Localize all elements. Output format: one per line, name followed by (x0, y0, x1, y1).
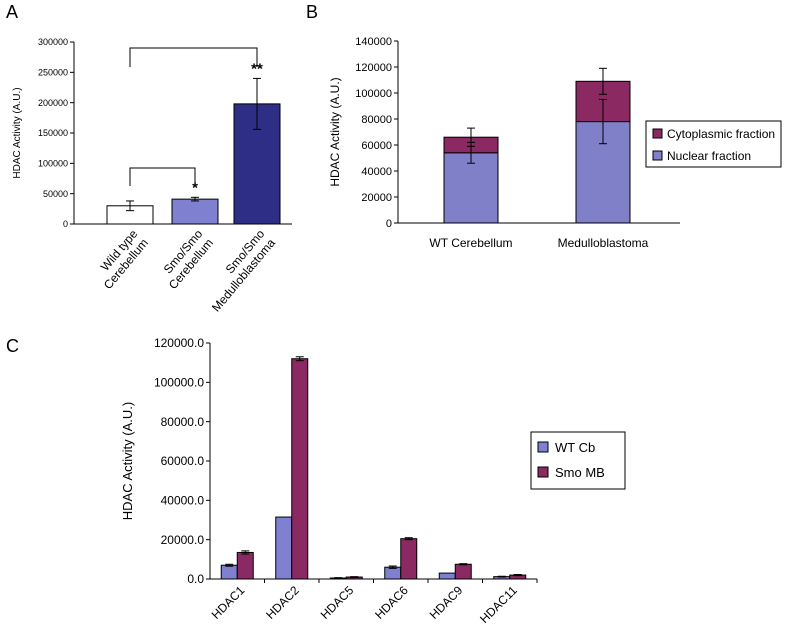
chart-b-legend-swatch (652, 150, 663, 161)
chart-c-bar-smo-mb (400, 538, 418, 580)
chart-c-x-tick-label: HDAC2 (263, 583, 302, 622)
chart-c-bar-smo-mb (291, 358, 309, 580)
chart-b-y-tick-label: 100000 (355, 88, 392, 100)
chart-c-y-tick-label: 40000.0 (161, 494, 205, 508)
chart-a-bracket-wt-vs-mb (129, 47, 258, 67)
chart-b-bar-nuclear (443, 152, 499, 224)
chart-c: 0.0 20000.0 40000.0 60000.0 80000.0 100000.0 1… (120, 336, 626, 626)
chart-c-y-tick-label: 20000.0 (161, 533, 205, 547)
chart-c-bar-wt-cb (384, 566, 402, 580)
chart-a-x-tick-label: Smo/SmoCerebellum (155, 227, 216, 292)
chart-b-legend-label: Nuclear fraction (667, 149, 751, 163)
chart-b: 0 20000 40000 60000 80000 100000 120000 140000 H… (328, 36, 782, 250)
chart-c-bar-wt-cb (220, 564, 238, 580)
chart-c-y-tick-label: 60000.0 (161, 454, 205, 468)
chart-c-y-axis-label: HDAC Activity (A.U.) (120, 402, 135, 520)
chart-b-x-tick-label: WT Cerebellum (429, 236, 512, 250)
chart-b-y-tick-label: 20000 (361, 192, 392, 204)
chart-b-y-tick-label: 120000 (355, 62, 392, 74)
chart-b-y-axis-label: HDAC Activity (A.U.) (328, 77, 342, 186)
chart-b-y-tick-label: 0 (386, 218, 392, 230)
chart-c-x-tick-label: HDAC5 (318, 583, 357, 622)
chart-a-y-tick-label: 50000 (43, 189, 68, 199)
chart-a-bar (171, 198, 219, 225)
chart-c-legend-swatch (537, 441, 549, 453)
chart-a-y-tick-label: 200000 (38, 98, 68, 108)
chart-a: 0 50000 100000 150000 200000 250000 300000 HDAC… (12, 37, 292, 314)
chart-c-legend-label: WT Cb (555, 440, 595, 455)
panel-label-a: A (6, 2, 18, 22)
chart-b-y-tick-label: 40000 (361, 166, 392, 178)
chart-a-y-tick-label: 150000 (38, 128, 68, 138)
chart-c-x-tick-label: HDAC6 (372, 583, 411, 622)
chart-c-bar-smo-mb (454, 563, 472, 580)
chart-a-y-tick-label: 100000 (38, 158, 68, 168)
chart-c-bar-wt-cb (275, 516, 293, 580)
chart-c-legend-label: Smo MB (555, 465, 605, 480)
chart-c-legend-swatch (537, 466, 549, 478)
chart-a-bracket-wt-vs-cb (129, 167, 196, 186)
chart-c-y-tick-label: 80000.0 (161, 415, 205, 429)
chart-c-bar-smo-mb (236, 551, 254, 580)
chart-c-x-tick-label: HDAC9 (427, 583, 466, 622)
chart-c-y-tick-label: 120000.0 (154, 336, 204, 350)
chart-c-y-tick-label: 0.0 (187, 572, 204, 586)
chart-b-y-tick-label: 80000 (361, 114, 392, 126)
chart-a-y-axis-label: HDAC Activity (A.U.) (12, 87, 23, 178)
chart-a-significance-mark: ** (251, 60, 263, 77)
chart-a-significance-mark: * (192, 179, 198, 196)
chart-b-legend-swatch (652, 128, 663, 139)
chart-a-y-tick-label: 250000 (38, 67, 68, 77)
chart-a-y-tick-label: 0 (63, 219, 68, 229)
chart-b-y-tick-label: 140000 (355, 36, 392, 48)
chart-a-x-tick-label: Smo/SmoMedulloblastoma (198, 227, 278, 315)
chart-c-x-tick-label: HDAC1 (209, 583, 248, 622)
chart-c-bar-wt-cb (438, 572, 456, 580)
chart-a-x-tick-label: Wild typeCerebellum (90, 227, 151, 292)
chart-c-y-tick-label: 100000.0 (154, 376, 204, 390)
chart-b-legend-label: Cytoplasmic fraction (667, 127, 775, 141)
chart-b-y-tick-label: 60000 (361, 140, 392, 152)
panel-label-b: B (306, 2, 318, 22)
chart-c-legend (530, 431, 626, 490)
panel-label-c: C (6, 336, 19, 356)
chart-a-y-tick-label: 300000 (38, 37, 68, 47)
chart-b-x-tick-label: Medulloblastoma (558, 236, 649, 250)
chart-b-legend (645, 120, 782, 168)
chart-c-x-tick-label: HDAC11 (477, 583, 520, 626)
